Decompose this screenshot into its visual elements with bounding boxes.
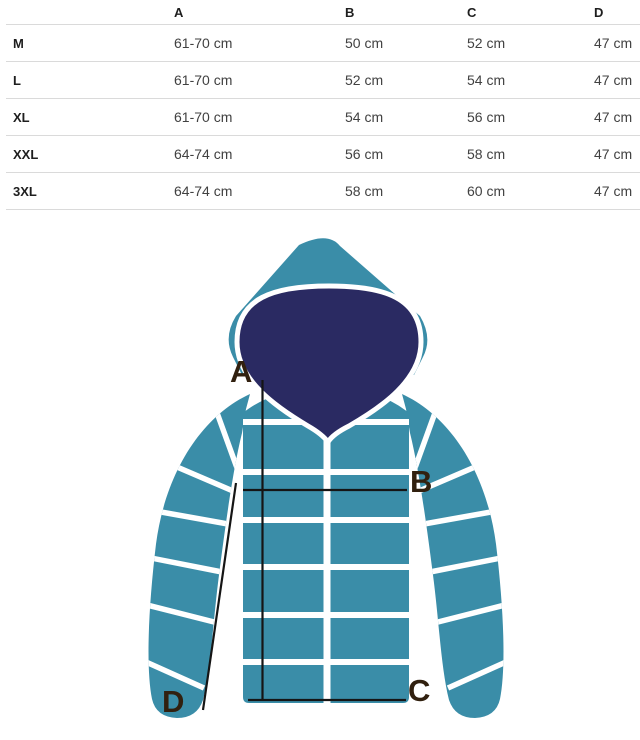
value-d: 47 cm <box>594 146 633 162</box>
size-label: 3XL <box>13 183 37 199</box>
value-c: 58 cm <box>467 146 506 162</box>
marker-d: D <box>162 684 184 719</box>
measure-line-d <box>201 482 238 711</box>
size-chart-table: A B C D M 61-70 cm 50 cm 52 cm 47 cm L 6… <box>6 0 640 210</box>
jacket-illustration: A B C D <box>148 238 504 719</box>
value-c: 60 cm <box>467 183 506 199</box>
value-b: 56 cm <box>345 146 384 162</box>
table-row: XXL 64-74 cm 56 cm 58 cm 47 cm <box>6 135 640 173</box>
value-a: 61-70 cm <box>174 72 233 88</box>
table-row: XL 61-70 cm 54 cm 56 cm 47 cm <box>6 98 640 136</box>
value-d: 47 cm <box>594 35 633 51</box>
table-row: M 61-70 cm 50 cm 52 cm 47 cm <box>6 24 640 62</box>
marker-c: C <box>408 673 430 708</box>
size-label: L <box>13 72 21 88</box>
jacket-measurement-diagram: A B C D <box>0 235 640 735</box>
column-header-c: C <box>467 4 477 20</box>
left-sleeve <box>148 394 250 718</box>
value-b: 52 cm <box>345 72 384 88</box>
marker-b: B <box>410 464 432 499</box>
right-sleeve-quilt-stripes <box>408 398 504 691</box>
column-header-b: B <box>345 4 355 20</box>
table-row: 3XL 64-74 cm 58 cm 60 cm 47 cm <box>6 172 640 210</box>
value-a: 64-74 cm <box>174 146 233 162</box>
value-c: 52 cm <box>467 35 506 51</box>
value-a: 61-70 cm <box>174 35 233 51</box>
corner-header-cell <box>6 0 161 25</box>
value-d: 47 cm <box>594 72 633 88</box>
value-a: 64-74 cm <box>174 183 233 199</box>
size-label: M <box>13 35 24 51</box>
right-sleeve <box>402 394 504 718</box>
column-header-a: A <box>174 4 184 20</box>
value-d: 47 cm <box>594 109 633 125</box>
value-c: 56 cm <box>467 109 506 125</box>
header-row: A B C D <box>6 0 640 25</box>
table-row: L 61-70 cm 52 cm 54 cm 47 cm <box>6 61 640 99</box>
measurement-lines <box>201 380 407 711</box>
value-b: 58 cm <box>345 183 384 199</box>
value-d: 47 cm <box>594 183 633 199</box>
column-header-d: D <box>594 4 604 20</box>
hood-lining <box>234 283 424 445</box>
value-b: 54 cm <box>345 109 384 125</box>
value-c: 54 cm <box>467 72 506 88</box>
size-label: XXL <box>13 146 39 162</box>
marker-a: A <box>230 354 252 389</box>
value-b: 50 cm <box>345 35 384 51</box>
size-label: XL <box>13 109 30 125</box>
value-a: 61-70 cm <box>174 109 233 125</box>
